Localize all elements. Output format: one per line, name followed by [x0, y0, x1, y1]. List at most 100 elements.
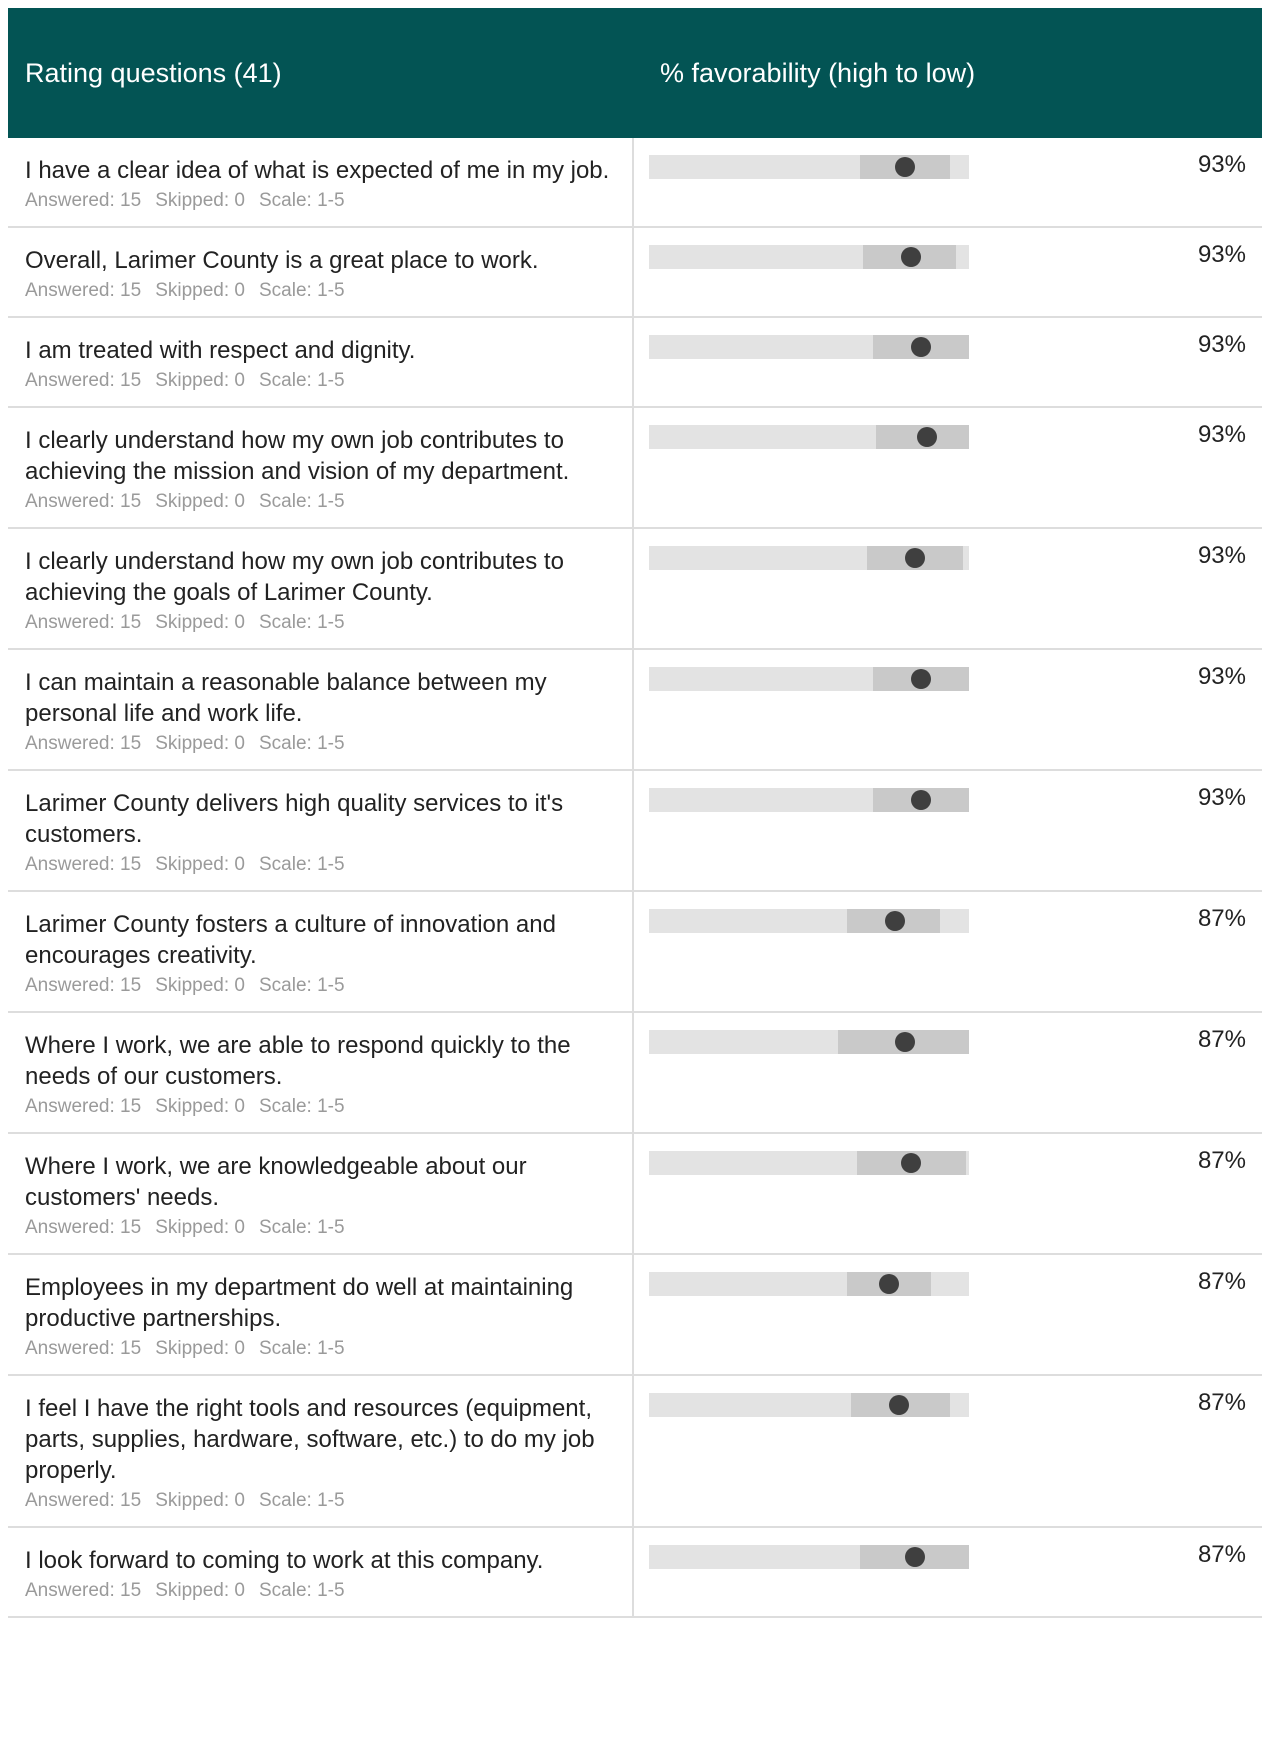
question-stats: Answered: 15 Skipped: 0 Scale: 1-5 [25, 491, 618, 513]
favorability-track [649, 1545, 969, 1569]
favorability-cell: 93% [634, 650, 1262, 769]
skipped-count: Skipped: 0 [155, 1217, 245, 1238]
questions-column-header[interactable]: Rating questions (41) [25, 57, 282, 88]
question-cell: Larimer County delivers high quality ser… [8, 771, 634, 890]
question-stats: Answered: 15 Skipped: 0 Scale: 1-5 [25, 975, 618, 997]
favorability-percent: 87% [1197, 1541, 1246, 1568]
question-row[interactable]: I am treated with respect and dignity. An… [8, 318, 1262, 408]
favorability-percent: 93% [1197, 241, 1246, 268]
question-cell: I can maintain a reasonable balance betw… [8, 650, 634, 769]
favorability-score-marker[interactable] [901, 1153, 922, 1173]
skipped-count: Skipped: 0 [155, 190, 245, 211]
favorability-percent: 93% [1197, 421, 1246, 448]
question-stats: Answered: 15 Skipped: 0 Scale: 1-5 [25, 280, 618, 302]
skipped-count: Skipped: 0 [155, 975, 245, 996]
scale-range: Scale: 1-5 [258, 491, 345, 512]
favorability-percent: 87% [1197, 1268, 1246, 1295]
favorability-score-marker[interactable] [885, 911, 906, 931]
answered-count: Answered: 15 [25, 612, 142, 633]
favorability-score-marker[interactable] [911, 669, 931, 689]
question-row[interactable]: Where I work, we are able to respond qui… [8, 1013, 1262, 1134]
question-text: I clearly understand how my own job cont… [25, 548, 564, 606]
question-text: I can maintain a reasonable balance betw… [25, 669, 547, 727]
skipped-count: Skipped: 0 [155, 733, 245, 754]
question-stats: Answered: 15 Skipped: 0 Scale: 1-5 [25, 1338, 618, 1360]
favorability-score-marker[interactable] [895, 1032, 915, 1052]
question-row[interactable]: I feel I have the right tools and resour… [8, 1376, 1262, 1528]
scale-range: Scale: 1-5 [258, 370, 345, 391]
question-text: I have a clear idea of what is expected … [25, 157, 610, 184]
question-stats: Answered: 15 Skipped: 0 Scale: 1-5 [25, 854, 618, 876]
scale-range: Scale: 1-5 [258, 1338, 345, 1359]
favorability-column-header[interactable]: % favorability (high to low) [660, 57, 976, 88]
question-row[interactable]: I have a clear idea of what is expected … [8, 138, 1262, 228]
favorability-score-marker[interactable] [888, 1395, 909, 1415]
scale-range: Scale: 1-5 [258, 733, 345, 754]
question-row[interactable]: I clearly understand how my own job cont… [8, 408, 1262, 529]
question-text: Employees in my department do well at ma… [25, 1274, 574, 1332]
question-row[interactable]: Where I work, we are knowledgeable about… [8, 1134, 1262, 1255]
skipped-count: Skipped: 0 [155, 1580, 245, 1601]
answered-count: Answered: 15 [25, 1490, 142, 1511]
favorability-percent: 93% [1197, 542, 1246, 569]
question-row[interactable]: Larimer County delivers high quality ser… [8, 771, 1262, 892]
question-row[interactable]: I look forward to coming to work at this… [8, 1528, 1262, 1618]
favorability-percent: 87% [1197, 905, 1246, 932]
question-cell: I have a clear idea of what is expected … [8, 138, 634, 226]
answered-count: Answered: 15 [25, 733, 142, 754]
question-row[interactable]: Larimer County fosters a culture of inno… [8, 892, 1262, 1013]
favorability-track [649, 425, 969, 449]
favorability-track [649, 1030, 969, 1054]
favorability-score-marker[interactable] [879, 1274, 899, 1294]
answered-count: Answered: 15 [25, 190, 142, 211]
scale-range: Scale: 1-5 [258, 190, 345, 211]
favorability-score-marker[interactable] [904, 1547, 925, 1567]
favorability-cell: 93% [634, 228, 1262, 316]
answered-count: Answered: 15 [25, 1096, 142, 1117]
question-cell: I look forward to coming to work at this… [8, 1528, 634, 1616]
favorability-cell: 87% [634, 1013, 1262, 1132]
answered-count: Answered: 15 [25, 854, 142, 875]
answered-count: Answered: 15 [25, 975, 142, 996]
favorability-score-marker[interactable] [911, 337, 931, 357]
answered-count: Answered: 15 [25, 370, 142, 391]
favorability-score-marker[interactable] [911, 790, 931, 810]
question-list: I have a clear idea of what is expected … [8, 138, 1262, 1618]
question-row[interactable]: Overall, Larimer County is a great place… [8, 228, 1262, 318]
skipped-count: Skipped: 0 [155, 280, 245, 301]
question-stats: Answered: 15 Skipped: 0 Scale: 1-5 [25, 733, 618, 755]
question-row[interactable]: Employees in my department do well at ma… [8, 1255, 1262, 1376]
favorability-percent: 93% [1197, 331, 1246, 358]
question-cell: Where I work, we are knowledgeable about… [8, 1134, 634, 1253]
scale-range: Scale: 1-5 [258, 975, 345, 996]
favorability-score-marker[interactable] [904, 548, 925, 568]
question-text: Where I work, we are knowledgeable about… [25, 1153, 527, 1211]
question-cell: I am treated with respect and dignity. An… [8, 318, 634, 406]
answered-count: Answered: 15 [25, 1217, 142, 1238]
table-header: Rating questions (41) % favorability (hi… [8, 8, 1262, 138]
question-text: Larimer County fosters a culture of inno… [25, 911, 556, 969]
question-text: I feel I have the right tools and resour… [25, 1395, 595, 1484]
question-cell: I feel I have the right tools and resour… [8, 1376, 634, 1526]
favorability-score-marker[interactable] [901, 247, 922, 267]
scale-range: Scale: 1-5 [258, 1217, 345, 1238]
answered-count: Answered: 15 [25, 491, 142, 512]
favorability-percent: 87% [1197, 1147, 1246, 1174]
skipped-count: Skipped: 0 [155, 1338, 245, 1359]
question-row[interactable]: I can maintain a reasonable balance betw… [8, 650, 1262, 771]
favorability-track [649, 667, 969, 691]
favorability-track [649, 155, 969, 179]
favorability-score-marker[interactable] [917, 427, 938, 447]
scale-range: Scale: 1-5 [258, 854, 345, 875]
skipped-count: Skipped: 0 [155, 491, 245, 512]
favorability-track [649, 788, 969, 812]
question-stats: Answered: 15 Skipped: 0 Scale: 1-5 [25, 1580, 618, 1602]
favorability-cell: 93% [634, 771, 1262, 890]
favorability-track [649, 1393, 969, 1417]
skipped-count: Skipped: 0 [155, 370, 245, 391]
answered-count: Answered: 15 [25, 280, 142, 301]
favorability-score-marker[interactable] [895, 157, 915, 177]
question-stats: Answered: 15 Skipped: 0 Scale: 1-5 [25, 1217, 618, 1239]
question-row[interactable]: I clearly understand how my own job cont… [8, 529, 1262, 650]
question-text: Overall, Larimer County is a great place… [25, 247, 539, 274]
